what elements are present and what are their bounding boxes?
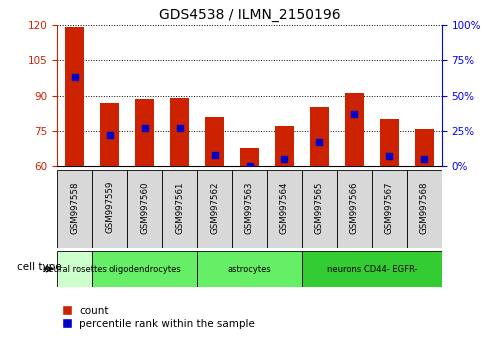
Bar — [135, 99, 154, 166]
FancyBboxPatch shape — [407, 170, 442, 248]
FancyBboxPatch shape — [372, 170, 407, 248]
Bar — [205, 117, 224, 166]
Text: GSM997563: GSM997563 — [245, 181, 254, 234]
FancyBboxPatch shape — [232, 170, 267, 248]
Bar — [65, 27, 84, 166]
Bar — [380, 119, 399, 166]
Bar — [100, 103, 119, 166]
FancyBboxPatch shape — [197, 170, 232, 248]
FancyBboxPatch shape — [337, 170, 372, 248]
FancyBboxPatch shape — [302, 251, 442, 287]
Bar — [310, 107, 329, 166]
FancyBboxPatch shape — [302, 170, 337, 248]
FancyBboxPatch shape — [57, 251, 92, 287]
FancyBboxPatch shape — [162, 170, 197, 248]
Bar — [415, 129, 434, 166]
FancyBboxPatch shape — [267, 170, 302, 248]
Text: GSM997565: GSM997565 — [315, 181, 324, 234]
Text: GSM997561: GSM997561 — [175, 181, 184, 234]
FancyBboxPatch shape — [127, 170, 162, 248]
Bar — [170, 98, 189, 166]
Bar — [275, 126, 294, 166]
FancyBboxPatch shape — [92, 170, 127, 248]
FancyBboxPatch shape — [92, 251, 197, 287]
Text: GSM997564: GSM997564 — [280, 181, 289, 234]
Text: astrocytes: astrocytes — [228, 264, 271, 274]
Text: GSM997559: GSM997559 — [105, 181, 114, 234]
Text: GSM997558: GSM997558 — [70, 181, 79, 234]
Text: cell type: cell type — [17, 262, 62, 272]
Legend: count, percentile rank within the sample: count, percentile rank within the sample — [62, 306, 255, 329]
Bar — [240, 148, 259, 166]
FancyBboxPatch shape — [197, 251, 302, 287]
Text: GSM997562: GSM997562 — [210, 181, 219, 234]
Text: GSM997560: GSM997560 — [140, 181, 149, 234]
Text: GSM997568: GSM997568 — [420, 181, 429, 234]
FancyBboxPatch shape — [57, 170, 92, 248]
Text: GSM997566: GSM997566 — [350, 181, 359, 234]
Title: GDS4538 / ILMN_2150196: GDS4538 / ILMN_2150196 — [159, 8, 340, 22]
Text: oligodendrocytes: oligodendrocytes — [108, 264, 181, 274]
Text: GSM997567: GSM997567 — [385, 181, 394, 234]
Text: neural rosettes: neural rosettes — [43, 264, 107, 274]
Text: neurons CD44- EGFR-: neurons CD44- EGFR- — [326, 264, 417, 274]
Bar — [345, 93, 364, 166]
